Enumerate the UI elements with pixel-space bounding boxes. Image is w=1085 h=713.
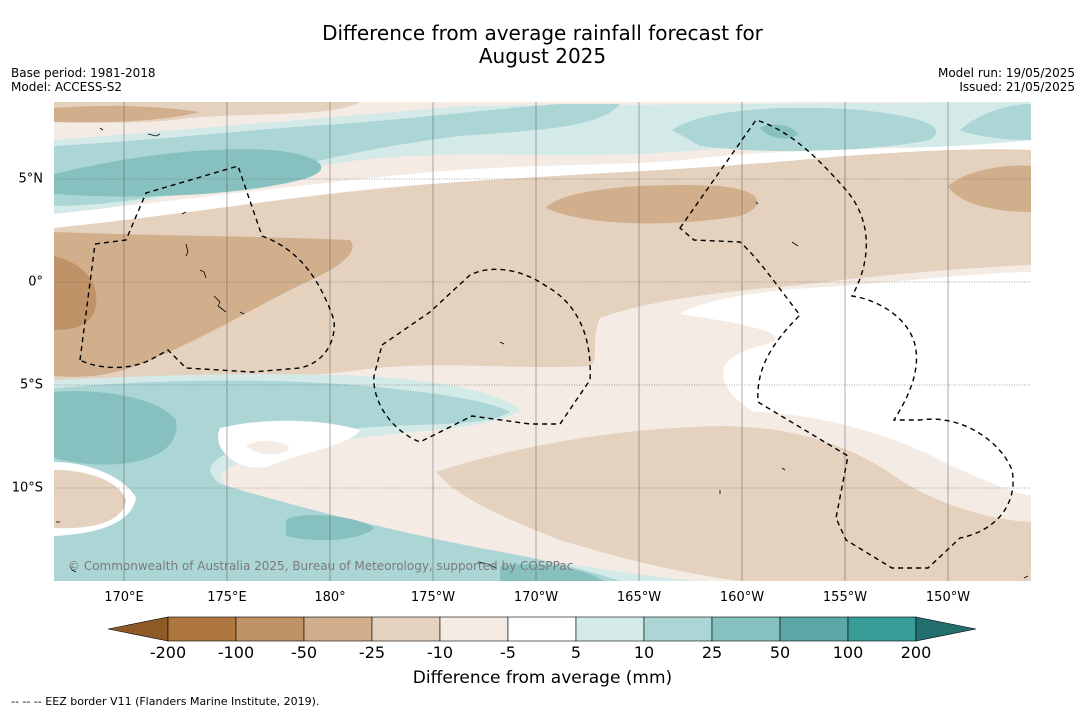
latitude-label: 5°S	[19, 377, 43, 393]
colorbar-segment	[779, 616, 849, 642]
colorbar	[107, 616, 977, 642]
colorbar-segment	[303, 616, 373, 642]
latitude-label: 0°	[28, 274, 43, 290]
colorbar-tick-label: 5	[570, 643, 582, 662]
longitude-label: 170°W	[513, 590, 559, 605]
latitude-label: 5°N	[18, 171, 44, 187]
colorbar-segment	[235, 616, 305, 642]
longitude-label: 175°W	[410, 590, 456, 605]
colorbar-segment	[507, 616, 577, 642]
region-dry-central	[54, 149, 1031, 385]
title-line-1: Difference from average rainfall forecas…	[322, 21, 763, 45]
colorbar-segment	[847, 616, 917, 642]
longitude-label: 160°W	[719, 590, 765, 605]
colorbar-tick-label: -200	[149, 643, 187, 662]
colorbar-extend-low	[107, 616, 169, 642]
copyright-notice: © Commonwealth of Australia 2025, Bureau…	[68, 559, 574, 573]
islands	[56, 127, 1029, 579]
graticule	[123, 102, 949, 581]
colorbar-segment	[371, 616, 441, 642]
colorbar-tick-label: 50	[769, 643, 791, 662]
colorbar-segment	[167, 616, 237, 642]
colorbar-tick-label: 200	[900, 643, 932, 662]
colorbar-extend-high	[915, 616, 977, 642]
issued-date: Issued: 21/05/2025	[959, 80, 1075, 94]
colorbar-segment	[643, 616, 713, 642]
longitude-label: 150°W	[925, 590, 971, 605]
meta-left: Base period: 1981-2018 Model: ACCESS-S2	[11, 66, 156, 94]
colorbar-tick-label: -25	[358, 643, 386, 662]
colorbar-title: Difference from average (mm)	[412, 668, 673, 688]
base-period: Base period: 1981-2018	[11, 66, 156, 80]
colorbar-segment	[711, 616, 781, 642]
model-run: Model run: 19/05/2025	[937, 66, 1075, 80]
colorbar-tick-label: -50	[290, 643, 318, 662]
eez-legend: -- -- -- EEZ border V11 (Flanders Marine…	[11, 695, 320, 708]
longitude-label: 155°W	[822, 590, 868, 605]
region-near-normal-east	[680, 272, 1031, 496]
colorbar-tick-label: -5	[500, 643, 516, 662]
longitude-label: 175°E	[207, 590, 247, 605]
longitude-label: 165°W	[616, 590, 662, 605]
colorbar-tick-label: -10	[426, 643, 454, 662]
colorbar-segment	[439, 616, 509, 642]
latitude-label: 10°S	[11, 480, 43, 496]
longitude-label: 170°E	[104, 590, 144, 605]
colorbar-segment	[575, 616, 645, 642]
model-name: Model: ACCESS-S2	[11, 80, 123, 94]
meta-right: Model run: 19/05/2025 Issued: 21/05/2025	[938, 66, 1075, 94]
eez-borders	[79, 119, 1014, 569]
longitude-label: 180°	[314, 590, 346, 605]
colorbar-tick-label: 25	[701, 643, 723, 662]
colorbar-tick-label: 100	[832, 643, 864, 662]
title-line-2: August 2025	[478, 44, 607, 68]
colorbar-tick-label: -100	[217, 643, 255, 662]
colorbar-tick-label: 10	[633, 643, 655, 662]
map-title: Difference from average rainfall forecas…	[0, 22, 1085, 68]
